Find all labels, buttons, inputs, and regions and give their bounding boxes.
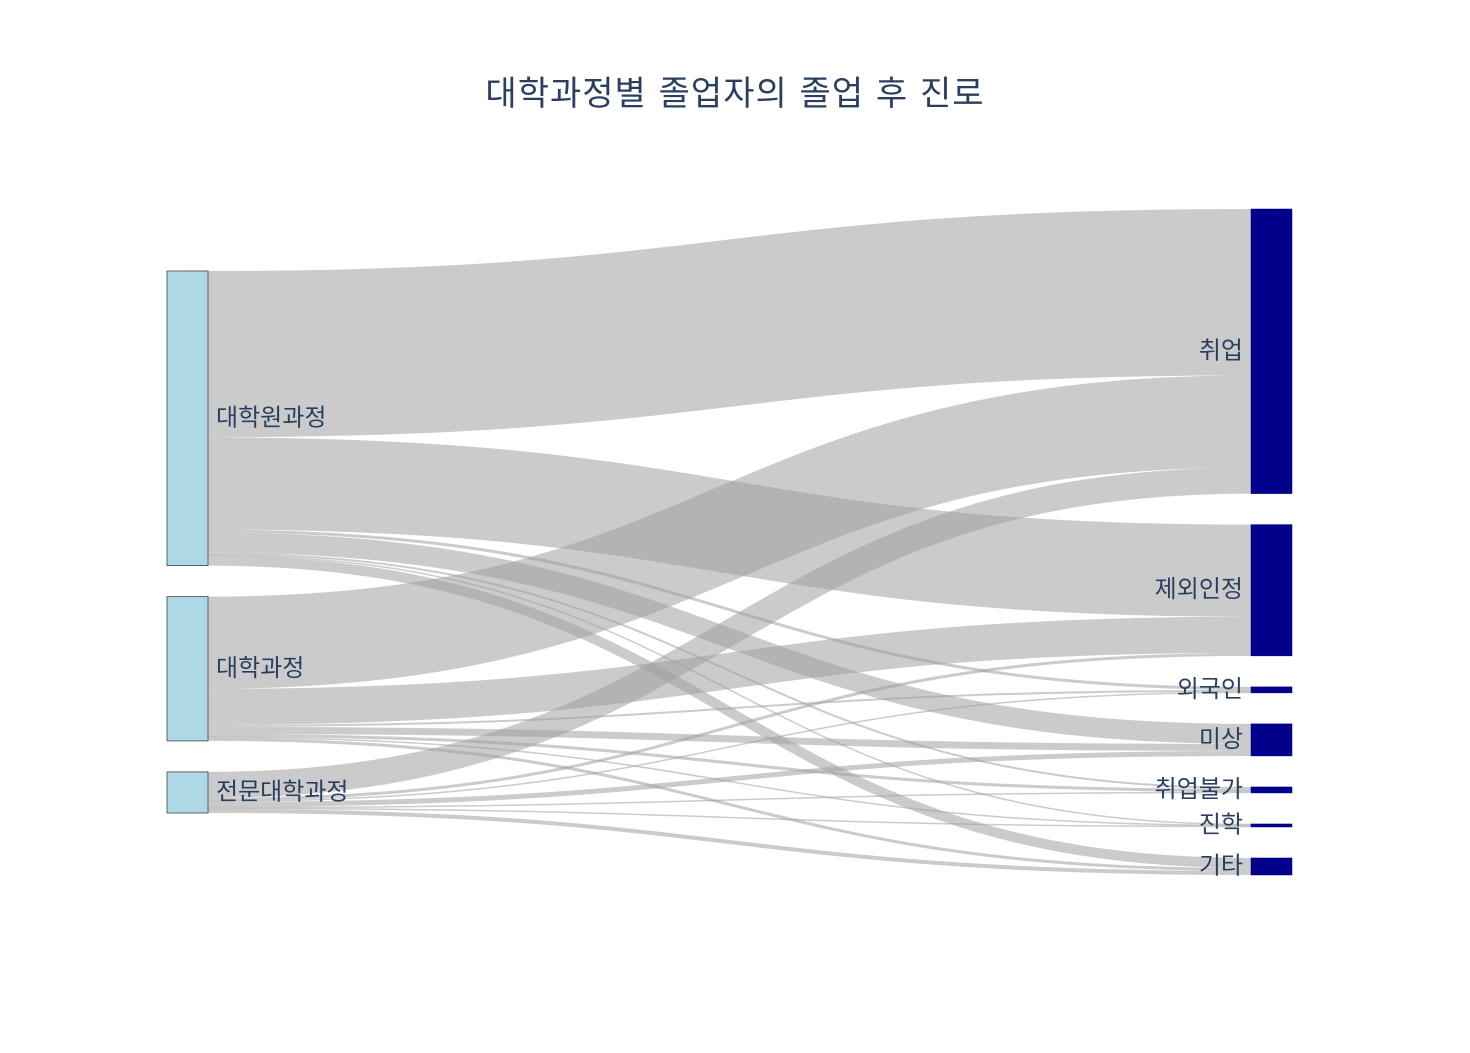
node-진학: [1250, 823, 1293, 828]
node-제외인정: [1250, 524, 1293, 657]
link-대학원과정-기타: [207, 555, 1252, 868]
node-외국인: [1250, 686, 1293, 694]
node-label-진학: 진학: [1199, 810, 1243, 838]
node-대학과정: [166, 596, 209, 742]
chart-title: 대학과정별 졸업자의 졸업 후 진로: [485, 74, 985, 114]
node-label-기타: 기타: [1199, 851, 1243, 879]
link-대학원과정-취업: [207, 208, 1252, 438]
link-전문대학과정-미상: [207, 750, 1252, 807]
node-label-외국인: 외국인: [1177, 675, 1243, 703]
link-전문대학과정-제외인정: [207, 652, 1252, 801]
node-전문대학과정: [166, 771, 209, 814]
link-대학과정-기타: [207, 737, 1252, 871]
link-전문대학과정-진학: [207, 807, 1252, 828]
link-전문대학과정-취업: [207, 467, 1252, 798]
link-대학과정-취업불가: [207, 733, 1252, 792]
link-전문대학과정-외국인: [207, 691, 1252, 803]
link-전문대학과정-기타: [207, 808, 1252, 876]
node-label-제외인정: 제외인정: [1155, 575, 1243, 603]
node-기타: [1250, 857, 1293, 876]
node-대학원과정: [166, 270, 209, 567]
link-대학원과정-진학: [207, 554, 1252, 826]
link-대학과정-미상: [207, 726, 1252, 751]
sankey-links: [207, 208, 1252, 876]
node-label-전문대학과정: 전문대학과정: [216, 777, 348, 805]
node-label-미상: 미상: [1199, 725, 1243, 753]
link-대학과정-제외인정: [207, 616, 1252, 725]
node-미상: [1250, 723, 1293, 757]
node-취업불가: [1250, 786, 1293, 794]
link-대학과정-취업: [207, 375, 1252, 689]
node-label-취업: 취업: [1199, 336, 1243, 364]
sankey-nodes: [166, 208, 1293, 876]
node-label-대학원과정: 대학원과정: [216, 403, 326, 431]
node-취업: [1250, 208, 1293, 494]
node-label-취업불가: 취업불가: [1155, 775, 1243, 803]
node-label-대학과정: 대학과정: [216, 654, 304, 682]
link-대학과정-외국인: [207, 689, 1252, 727]
link-전문대학과정-취업불가: [207, 791, 1252, 809]
link-대학원과정-외국인: [207, 529, 1252, 690]
